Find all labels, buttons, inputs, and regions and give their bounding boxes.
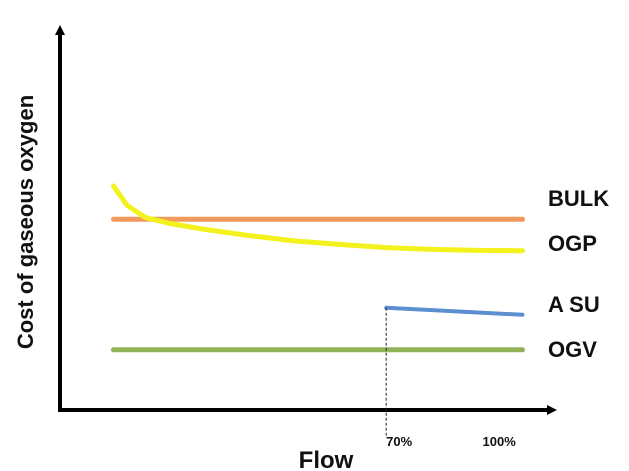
series-label-a-su: A SU (548, 292, 600, 317)
series-layer (111, 183, 525, 353)
series-line-a-su (384, 305, 525, 317)
series-line-ogp (111, 183, 525, 254)
series-label-layer: BULK OGP A SU OGV (548, 186, 609, 362)
x-axis-title: Flow (299, 447, 354, 471)
y-axis-title: Cost of gaseous oxygen (13, 95, 38, 349)
series-label-ogp: OGP (548, 231, 597, 256)
tick-label-layer: 70% 100% (386, 434, 516, 449)
x-tick-label-100: 100% (483, 434, 517, 449)
series-label-bulk: BULK (548, 186, 609, 211)
series-label-ogv: OGV (548, 337, 597, 362)
x-tick-label-70: 70% (386, 434, 412, 449)
